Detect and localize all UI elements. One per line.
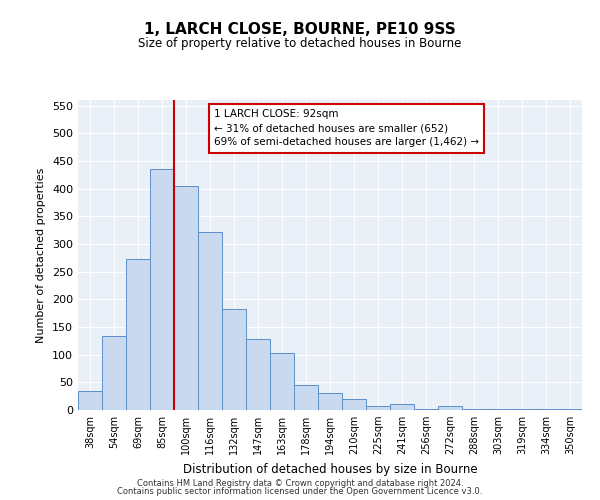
Bar — [558, 409, 582, 410]
Bar — [318, 394, 342, 410]
Bar — [294, 385, 318, 410]
Text: Contains public sector information licensed under the Open Government Licence v3: Contains public sector information licen… — [118, 487, 482, 496]
Bar — [222, 308, 246, 410]
Bar — [438, 406, 462, 410]
Bar — [510, 409, 534, 410]
Bar — [486, 409, 510, 410]
Text: 1 LARCH CLOSE: 92sqm
← 31% of detached houses are smaller (652)
69% of semi-deta: 1 LARCH CLOSE: 92sqm ← 31% of detached h… — [214, 110, 479, 148]
Bar — [78, 390, 102, 410]
X-axis label: Distribution of detached houses by size in Bourne: Distribution of detached houses by size … — [182, 462, 478, 475]
Bar — [198, 232, 222, 410]
Bar — [462, 409, 486, 410]
Bar — [342, 399, 366, 410]
Y-axis label: Number of detached properties: Number of detached properties — [37, 168, 46, 342]
Bar — [414, 409, 438, 410]
Bar — [534, 409, 558, 410]
Bar — [246, 339, 270, 410]
Bar — [270, 353, 294, 410]
Bar — [366, 406, 390, 410]
Bar — [126, 260, 150, 410]
Bar — [390, 404, 414, 410]
Text: 1, LARCH CLOSE, BOURNE, PE10 9SS: 1, LARCH CLOSE, BOURNE, PE10 9SS — [144, 22, 456, 38]
Text: Contains HM Land Registry data © Crown copyright and database right 2024.: Contains HM Land Registry data © Crown c… — [137, 478, 463, 488]
Bar — [102, 336, 126, 410]
Bar — [150, 169, 174, 410]
Bar — [174, 186, 198, 410]
Text: Size of property relative to detached houses in Bourne: Size of property relative to detached ho… — [139, 38, 461, 51]
